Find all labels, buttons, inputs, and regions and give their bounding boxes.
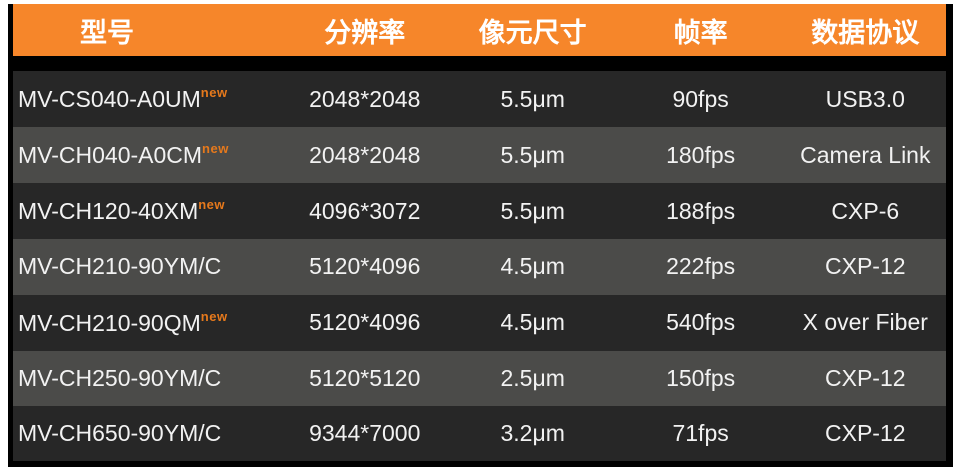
- table-row: MV-CH210-90QMnew 5120*4096 4.5μm 540fps …: [13, 294, 946, 351]
- pixel-size-cell: 2.5μm: [500, 364, 565, 391]
- model-cell: MV-CS040-A0UMnew: [13, 85, 281, 113]
- camera-spec-table: 型号 分辨率 像元尺寸 帧率 数据协议 MV-CS040-A0UMnew 204…: [8, 4, 953, 467]
- model-text: MV-CH250-90YM/C: [18, 364, 222, 391]
- model-text: MV-CH210-90YM/C: [18, 253, 222, 280]
- protocol-cell: CXP-6: [831, 197, 900, 224]
- resolution-cell: 2048*2048: [309, 85, 421, 112]
- header-protocol: 数据协议: [811, 17, 920, 48]
- table-row: MV-CH250-90YM/C 5120*5120 2.5μm 150fps C…: [13, 350, 946, 406]
- new-badge: new: [200, 85, 228, 101]
- table-row: MV-CH120-40XMnew 4096*3072 5.5μm 188fps …: [13, 183, 946, 240]
- table-row: MV-CH210-90YM/C 5120*4096 4.5μm 222fps C…: [13, 239, 946, 295]
- frame-rate-cell: 540fps: [666, 309, 736, 336]
- model-cell: MV-CH650-90YM/C: [13, 420, 281, 447]
- model-text: MV-CH650-90YM/C: [18, 419, 222, 446]
- table-row: MV-CS040-A0UMnew 2048*2048 5.5μm 90fps U…: [13, 71, 946, 128]
- frame-rate-cell: 188fps: [666, 197, 736, 224]
- protocol-cell: X over Fiber: [802, 309, 928, 336]
- table-row: MV-CH040-A0CMnew 2048*2048 5.5μm 180fps …: [13, 127, 946, 184]
- model-cell: MV-CH210-90QMnew: [13, 309, 281, 337]
- resolution-cell: 9344*7000: [309, 419, 421, 446]
- protocol-cell: Camera Link: [800, 141, 931, 168]
- table-row: MV-CH650-90YM/C 9344*7000 3.2μm 71fps CX…: [13, 405, 946, 461]
- pixel-size-cell: 4.5μm: [500, 309, 565, 336]
- resolution-cell: 2048*2048: [309, 141, 421, 168]
- pixel-size-cell: 5.5μm: [500, 85, 565, 112]
- header-resolution: 分辨率: [324, 17, 406, 48]
- pixel-size-cell: 5.5μm: [500, 197, 565, 224]
- protocol-cell: USB3.0: [825, 85, 905, 112]
- table-header-row: 型号 分辨率 像元尺寸 帧率 数据协议: [13, 4, 946, 56]
- pixel-size-cell: 4.5μm: [500, 253, 565, 280]
- protocol-cell: CXP-12: [825, 364, 906, 391]
- model-cell: MV-CH120-40XMnew: [13, 197, 281, 225]
- header-pixel-size: 像元尺寸: [478, 17, 587, 48]
- model-cell: MV-CH250-90YM/C: [13, 365, 281, 392]
- frame-rate-cell: 150fps: [666, 364, 736, 391]
- new-badge: new: [200, 308, 228, 324]
- pixel-size-cell: 5.5μm: [500, 141, 565, 168]
- frame-rate-cell: 222fps: [666, 253, 736, 280]
- model-cell: MV-CH210-90YM/C: [13, 253, 281, 280]
- model-cell: MV-CH040-A0CMnew: [13, 141, 281, 169]
- pixel-size-cell: 3.2μm: [500, 419, 565, 446]
- resolution-cell: 5120*4096: [309, 309, 421, 336]
- header-model: 型号: [80, 17, 134, 48]
- new-badge: new: [198, 197, 226, 213]
- resolution-cell: 5120*5120: [309, 364, 421, 391]
- model-text: MV-CS040-A0UM: [18, 86, 201, 113]
- model-text: MV-CH210-90QM: [18, 309, 201, 336]
- header-frame-rate: 帧率: [673, 17, 728, 48]
- frame-rate-cell: 180fps: [666, 141, 736, 168]
- frame-rate-cell: 90fps: [672, 85, 729, 112]
- protocol-cell: CXP-12: [825, 419, 906, 446]
- model-text: MV-CH040-A0CM: [18, 142, 203, 169]
- table-body: MV-CS040-A0UMnew 2048*2048 5.5μm 90fps U…: [13, 71, 946, 461]
- resolution-cell: 4096*3072: [309, 197, 421, 224]
- new-badge: new: [202, 141, 229, 157]
- frame-rate-cell: 71fps: [672, 419, 729, 446]
- resolution-cell: 5120*4096: [309, 253, 421, 280]
- protocol-cell: CXP-12: [825, 253, 906, 280]
- model-text: MV-CH120-40XM: [18, 198, 199, 225]
